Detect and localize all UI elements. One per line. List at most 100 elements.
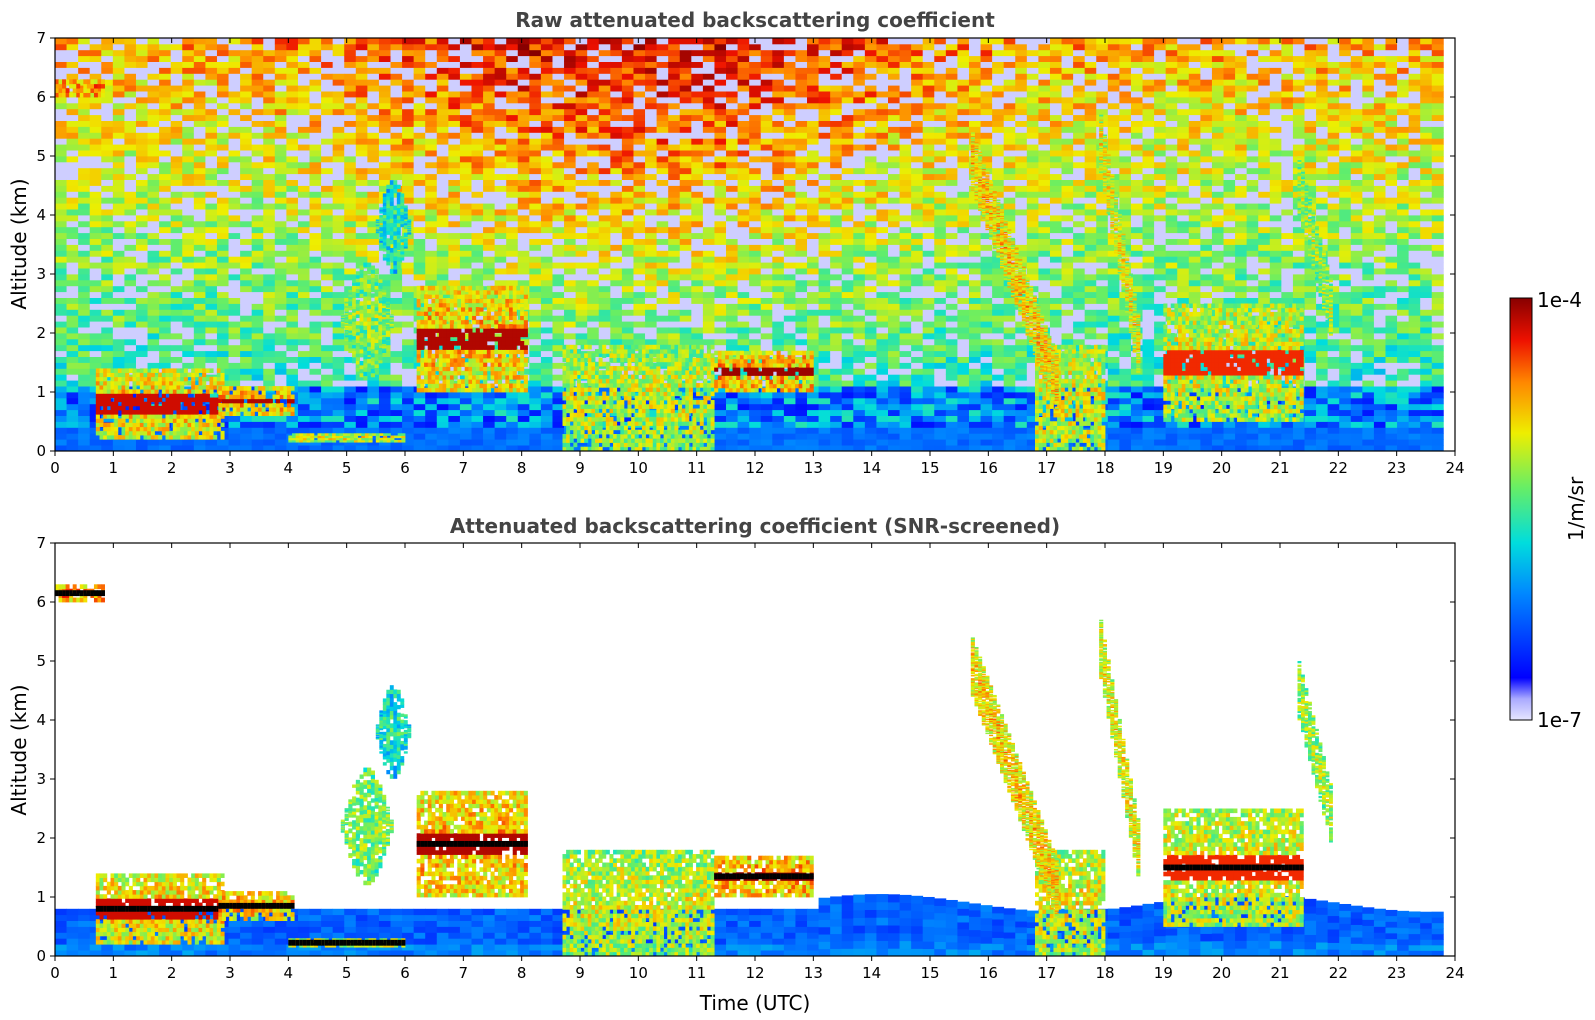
bg-cell bbox=[807, 191, 819, 198]
bg-cell bbox=[297, 114, 310, 121]
bg-cell bbox=[448, 220, 461, 228]
bg-cell bbox=[378, 362, 391, 369]
bg-cell bbox=[147, 362, 160, 369]
bg-cell bbox=[402, 120, 415, 127]
bg-cell bbox=[575, 238, 588, 245]
bg-cell bbox=[55, 150, 67, 157]
bg-cell bbox=[691, 55, 704, 62]
bg-cell bbox=[645, 191, 658, 198]
bg-cell bbox=[760, 108, 773, 116]
bg-cell bbox=[112, 67, 125, 74]
bg-cell bbox=[286, 256, 299, 263]
bg-cell bbox=[367, 97, 380, 104]
bg-cell bbox=[101, 315, 114, 322]
bg-cell bbox=[540, 279, 553, 287]
bg-cell bbox=[193, 220, 206, 228]
bg-cell bbox=[795, 179, 808, 186]
bg-cell bbox=[89, 427, 102, 434]
bg-cell bbox=[540, 397, 553, 405]
bg-cell bbox=[135, 338, 148, 346]
bg-cell bbox=[517, 67, 530, 74]
bg-cell bbox=[66, 356, 79, 363]
bg-cell bbox=[309, 91, 322, 98]
bg-cell bbox=[529, 197, 542, 204]
bg-cell bbox=[448, 120, 461, 127]
bg-cell bbox=[182, 85, 195, 92]
bg-cell bbox=[251, 350, 264, 357]
bg-cell bbox=[691, 102, 704, 110]
bg-cell bbox=[286, 102, 299, 110]
bg-cell bbox=[575, 244, 588, 251]
bg-cell bbox=[309, 380, 322, 387]
bg-cell bbox=[772, 409, 785, 416]
bg-cell bbox=[471, 73, 484, 80]
bg-cell bbox=[55, 114, 67, 121]
bg-cell bbox=[321, 191, 334, 198]
bg-cell bbox=[112, 321, 125, 328]
bg-cell bbox=[402, 114, 415, 121]
bg-cell bbox=[89, 244, 102, 251]
bg-cell bbox=[251, 79, 264, 86]
bg-cell bbox=[101, 67, 114, 74]
bg-cell bbox=[760, 274, 773, 281]
bg-cell bbox=[864, 274, 877, 281]
bg-cell bbox=[309, 338, 322, 346]
bg-cell bbox=[494, 421, 507, 428]
bg-cell bbox=[390, 61, 403, 68]
bg-cell bbox=[772, 285, 785, 293]
bg-cell bbox=[726, 220, 738, 228]
bg-cell bbox=[309, 285, 322, 293]
bg-cell bbox=[205, 38, 218, 45]
bg-cell bbox=[78, 138, 91, 145]
bg-cell bbox=[448, 421, 461, 428]
bg-cell bbox=[78, 43, 91, 51]
bg-cell bbox=[413, 250, 426, 257]
bg-cell bbox=[691, 327, 704, 334]
bg-cell bbox=[807, 344, 819, 352]
bg-cell bbox=[668, 185, 681, 192]
bg-cell bbox=[656, 179, 669, 186]
bg-cell bbox=[147, 114, 160, 121]
bg-cell bbox=[853, 315, 866, 322]
bg-cell bbox=[240, 55, 253, 62]
bg-cell bbox=[367, 238, 380, 245]
bg-cell bbox=[714, 279, 727, 287]
bg-cell bbox=[309, 185, 322, 192]
bg-cell bbox=[587, 203, 600, 210]
bg-cell bbox=[483, 108, 496, 116]
bg-cell bbox=[274, 368, 287, 375]
bg-cell bbox=[841, 309, 854, 316]
bg-cell bbox=[228, 126, 241, 133]
bg-cell bbox=[830, 215, 843, 222]
bg-cell bbox=[714, 161, 727, 169]
bg-cell bbox=[297, 397, 310, 405]
bg-cell bbox=[170, 55, 183, 62]
bg-cell bbox=[587, 274, 600, 281]
bg-cell bbox=[540, 126, 553, 133]
bg-cell bbox=[55, 215, 67, 222]
bg-cell bbox=[297, 167, 310, 175]
bg-cell bbox=[737, 38, 750, 45]
bg-cell bbox=[830, 85, 843, 92]
bg-cell bbox=[332, 250, 345, 257]
bg-cell bbox=[702, 203, 715, 210]
bg-cell bbox=[552, 173, 565, 180]
bg-cell bbox=[749, 191, 762, 198]
bg-cell bbox=[737, 238, 750, 245]
bg-cell bbox=[413, 38, 426, 45]
bg-cell bbox=[807, 73, 819, 80]
bg-cell bbox=[274, 209, 287, 216]
bg-cell bbox=[216, 274, 229, 281]
bg-cell bbox=[124, 226, 137, 234]
bg-cell bbox=[830, 79, 843, 86]
bg-cell bbox=[853, 232, 866, 239]
bg-cell bbox=[853, 268, 866, 275]
bg-cell bbox=[772, 173, 785, 180]
bg-cell bbox=[228, 291, 241, 298]
bg-cell bbox=[332, 291, 345, 298]
bg-cell bbox=[529, 49, 542, 57]
bg-cell bbox=[540, 179, 553, 186]
bg-cell bbox=[159, 156, 172, 163]
bg-cell bbox=[864, 297, 877, 304]
bg-cell bbox=[135, 209, 148, 216]
